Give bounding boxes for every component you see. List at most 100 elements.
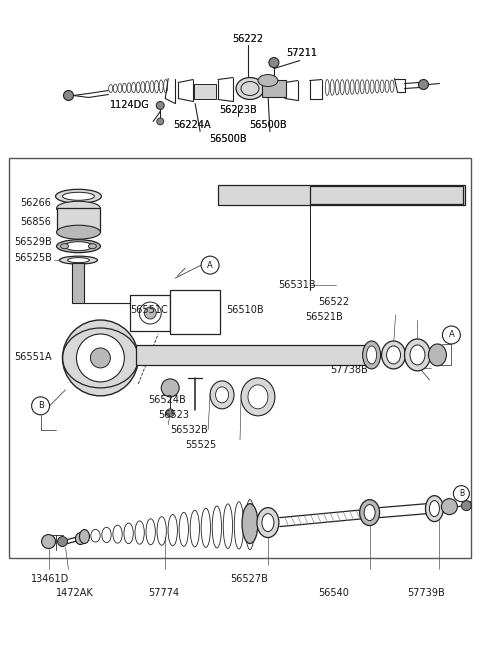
Ellipse shape <box>80 530 89 543</box>
Text: 56266: 56266 <box>21 198 51 208</box>
Text: 56500B: 56500B <box>249 120 287 131</box>
Text: 56531B: 56531B <box>278 280 315 290</box>
Text: A: A <box>448 330 454 340</box>
Ellipse shape <box>139 302 161 324</box>
Circle shape <box>443 326 460 344</box>
Ellipse shape <box>241 378 275 416</box>
Ellipse shape <box>102 528 111 543</box>
Bar <box>194 83 216 99</box>
Ellipse shape <box>88 244 96 248</box>
Ellipse shape <box>68 258 89 263</box>
Ellipse shape <box>75 533 85 545</box>
Ellipse shape <box>242 504 258 543</box>
Text: 56222: 56222 <box>232 34 264 43</box>
Circle shape <box>42 535 56 549</box>
Ellipse shape <box>425 495 444 522</box>
Ellipse shape <box>410 345 425 365</box>
Ellipse shape <box>405 339 431 371</box>
Text: 56540: 56540 <box>318 589 348 599</box>
Ellipse shape <box>430 501 439 516</box>
Ellipse shape <box>190 510 200 547</box>
Text: 13461D: 13461D <box>31 574 69 585</box>
Text: 1472AK: 1472AK <box>56 589 93 599</box>
Text: 57211: 57211 <box>287 47 317 58</box>
Circle shape <box>76 334 124 382</box>
Ellipse shape <box>57 240 100 253</box>
Ellipse shape <box>257 508 279 537</box>
Circle shape <box>201 256 219 274</box>
Circle shape <box>90 348 110 368</box>
Text: 56223B: 56223B <box>219 106 257 116</box>
Text: 55525: 55525 <box>185 440 216 450</box>
Text: 56510B: 56510B <box>226 305 264 315</box>
Ellipse shape <box>245 499 254 549</box>
Text: 57211: 57211 <box>287 47 317 58</box>
Ellipse shape <box>360 499 380 526</box>
Circle shape <box>63 91 73 101</box>
Ellipse shape <box>248 385 268 409</box>
Ellipse shape <box>144 307 156 319</box>
Text: 1124DG: 1124DG <box>110 101 150 110</box>
Text: 56524B: 56524B <box>148 395 186 405</box>
Bar <box>136 345 370 365</box>
Text: 56223B: 56223B <box>219 106 257 116</box>
Ellipse shape <box>60 244 69 248</box>
Text: B: B <box>459 489 464 498</box>
Ellipse shape <box>135 521 144 544</box>
Ellipse shape <box>60 256 97 264</box>
Text: 56224A: 56224A <box>173 120 211 131</box>
Circle shape <box>161 379 179 397</box>
Text: 57739B: 57739B <box>408 589 445 599</box>
Circle shape <box>58 537 68 547</box>
Text: 56551C: 56551C <box>131 305 168 315</box>
Ellipse shape <box>212 506 222 548</box>
Ellipse shape <box>57 225 100 239</box>
Ellipse shape <box>234 502 243 549</box>
Ellipse shape <box>80 532 89 541</box>
Ellipse shape <box>157 516 167 545</box>
Circle shape <box>442 499 457 514</box>
Ellipse shape <box>201 508 211 547</box>
Ellipse shape <box>429 344 446 366</box>
Bar <box>130 295 170 331</box>
Circle shape <box>419 79 429 89</box>
Ellipse shape <box>364 505 375 520</box>
Ellipse shape <box>367 346 377 364</box>
Ellipse shape <box>91 530 100 542</box>
Text: 57738B: 57738B <box>330 365 368 375</box>
Ellipse shape <box>262 514 274 532</box>
Bar <box>9 158 471 558</box>
Circle shape <box>461 501 471 510</box>
Text: B: B <box>37 401 44 411</box>
Bar <box>218 185 465 205</box>
Ellipse shape <box>236 78 264 99</box>
Ellipse shape <box>57 201 100 215</box>
Ellipse shape <box>64 242 93 251</box>
Text: 56500B: 56500B <box>209 135 247 145</box>
Ellipse shape <box>124 523 133 544</box>
Bar <box>170 290 220 334</box>
Text: 56551A: 56551A <box>15 352 52 362</box>
Text: 56525B: 56525B <box>15 253 52 263</box>
Circle shape <box>166 409 174 417</box>
Text: 56532B: 56532B <box>170 425 208 435</box>
Text: A: A <box>207 261 213 269</box>
Ellipse shape <box>62 193 95 200</box>
Ellipse shape <box>223 504 232 549</box>
Ellipse shape <box>382 341 406 369</box>
Circle shape <box>454 486 469 502</box>
Ellipse shape <box>179 512 189 547</box>
Circle shape <box>62 320 138 396</box>
Bar <box>262 79 286 97</box>
Text: 56529B: 56529B <box>15 237 52 247</box>
Text: 56856: 56856 <box>21 217 51 227</box>
Circle shape <box>157 118 164 125</box>
Text: 56522: 56522 <box>318 297 349 307</box>
Text: 57774: 57774 <box>148 589 180 599</box>
Text: 56500B: 56500B <box>249 120 287 131</box>
Ellipse shape <box>210 381 234 409</box>
Text: 56527B: 56527B <box>230 574 268 585</box>
Text: 56523: 56523 <box>158 410 189 420</box>
Text: 56500B: 56500B <box>209 135 247 145</box>
Ellipse shape <box>363 341 381 369</box>
